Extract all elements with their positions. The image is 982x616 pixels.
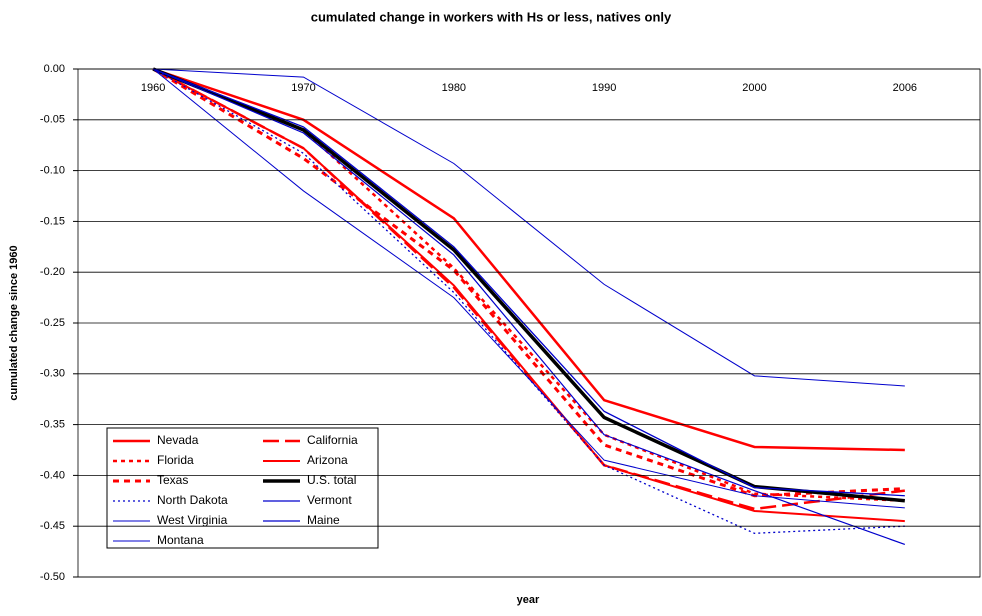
x-tick-label: 1990 bbox=[592, 82, 616, 94]
x-tick-label: 2000 bbox=[742, 82, 766, 94]
x-axis-title: year bbox=[517, 594, 540, 606]
y-tick-label: -0.30 bbox=[40, 368, 65, 380]
legend-label: Nevada bbox=[157, 433, 199, 447]
legend-label: West Virginia bbox=[157, 513, 228, 527]
y-tick-label: -0.35 bbox=[40, 419, 65, 431]
x-tick-label: 1980 bbox=[442, 82, 466, 94]
y-tick-label: -0.40 bbox=[40, 469, 65, 481]
legend-label: Florida bbox=[157, 453, 194, 467]
y-tick-label: -0.25 bbox=[40, 317, 65, 329]
legend-label: Montana bbox=[157, 533, 204, 547]
series-line bbox=[153, 68, 905, 387]
y-tick-label: 0.00 bbox=[44, 63, 65, 75]
x-tick-label: 1960 bbox=[141, 82, 165, 94]
y-tick-label: -0.10 bbox=[40, 165, 65, 177]
series-line bbox=[152, 68, 905, 523]
legend-label: Maine bbox=[307, 513, 340, 527]
legend-box bbox=[106, 427, 379, 549]
legend-label: California bbox=[307, 433, 358, 447]
legend-label: U.S. total bbox=[307, 473, 356, 487]
legend-label: North Dakota bbox=[157, 493, 228, 507]
y-tick-label: -0.15 bbox=[40, 215, 65, 227]
x-tick-label: 1970 bbox=[291, 82, 315, 94]
legend-label: Arizona bbox=[307, 453, 348, 467]
series-line bbox=[152, 67, 905, 503]
y-tick-label: -0.20 bbox=[40, 266, 65, 278]
series-line bbox=[152, 68, 905, 497]
x-tick-label: 2006 bbox=[893, 82, 917, 94]
legend-label: Texas bbox=[157, 473, 188, 487]
y-tick-label: -0.50 bbox=[40, 571, 65, 583]
series-line bbox=[152, 67, 905, 452]
y-tick-label: -0.05 bbox=[40, 114, 65, 126]
series-line bbox=[152, 67, 905, 498]
chart-title: cumulated change in workers with Hs or l… bbox=[311, 9, 672, 24]
series-line bbox=[152, 68, 906, 546]
y-tick-label: -0.45 bbox=[40, 520, 65, 532]
y-axis-title: cumulated change since 1960 bbox=[8, 245, 20, 400]
legend-label: Vermont bbox=[307, 493, 352, 507]
